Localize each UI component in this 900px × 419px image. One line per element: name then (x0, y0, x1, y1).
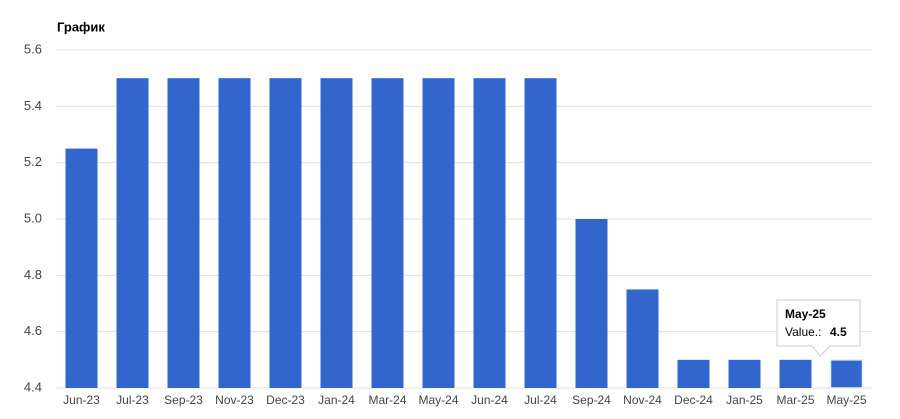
bar (677, 359, 710, 388)
x-tick-label: Jan-24 (318, 393, 355, 407)
x-tick-label: May-25 (826, 393, 866, 407)
x-tick-label: Jul-23 (116, 393, 149, 407)
bar (524, 78, 557, 389)
bar (473, 78, 506, 389)
x-tick-label: Mar-25 (776, 393, 814, 407)
bar (65, 148, 98, 388)
x-tick-label: Jun-24 (471, 393, 508, 407)
y-tick-label: 5.2 (24, 154, 42, 169)
bar (728, 359, 761, 388)
y-tick-label: 5.6 (24, 41, 42, 56)
bar (320, 78, 353, 389)
x-tick-label: May-24 (418, 393, 458, 407)
bar (779, 359, 812, 388)
x-tick-label: Nov-23 (215, 393, 254, 407)
bar (575, 219, 608, 388)
x-tick-label: Jun-23 (63, 393, 100, 407)
y-tick-label: 5.0 (24, 210, 42, 225)
y-tick-label: 4.6 (24, 323, 42, 338)
x-tick-label: Dec-23 (266, 393, 305, 407)
x-tick-label: Jul-24 (524, 393, 557, 407)
x-tick-label: Dec-24 (674, 393, 713, 407)
x-tick-label: Sep-24 (572, 393, 611, 407)
bar (371, 78, 404, 389)
y-tick-label: 4.4 (24, 379, 42, 394)
x-tick-label: Jan-25 (726, 393, 763, 407)
bar (269, 78, 302, 389)
tooltip-value: 4.5 (830, 325, 847, 339)
tooltip-title: May-25 (785, 307, 826, 321)
chart-title: График (57, 19, 105, 34)
bar (829, 359, 864, 389)
bar (422, 78, 455, 389)
bar (218, 78, 251, 389)
bar (626, 289, 659, 388)
tooltip-box (776, 299, 861, 357)
tooltip: May-25 Value.: 4.5 (776, 299, 861, 357)
y-tick-label: 5.4 (24, 98, 42, 113)
bar (167, 78, 200, 389)
x-tick-label: Nov-24 (623, 393, 662, 407)
tooltip-label: Value.: (785, 325, 821, 339)
bar (116, 78, 149, 389)
y-tick-label: 4.8 (24, 267, 42, 282)
x-tick-label: Mar-24 (368, 393, 406, 407)
x-tick-label: Sep-23 (164, 393, 203, 407)
